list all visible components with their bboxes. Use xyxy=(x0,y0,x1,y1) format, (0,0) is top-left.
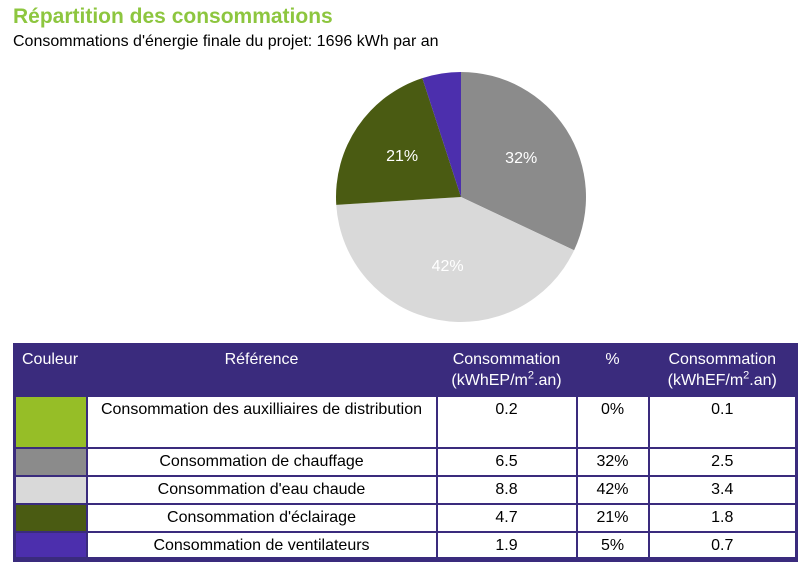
row-percent: 0% xyxy=(575,394,650,449)
col-header-couleur-label: Couleur xyxy=(22,351,79,368)
row-percent: 32% xyxy=(575,446,650,477)
header-row: Couleur Référence Consommation (kWhEP/m2… xyxy=(13,343,798,397)
col-header-reference-label: Référence xyxy=(224,351,299,368)
col-header-percent-label: % xyxy=(605,351,620,368)
consumption-table-body: Consommation des auxilliaires de distrib… xyxy=(13,394,798,561)
row-reference: Consommation de chauffage xyxy=(85,446,438,477)
pie-slice-1 xyxy=(461,72,586,251)
col-header-consumption-ep-label: Consommation xyxy=(452,351,561,368)
row-consumption-ef: 0.1 xyxy=(647,394,798,449)
row-percent: 5% xyxy=(575,530,650,561)
consumption-table: Couleur Référence Consommation (kWhEP/m2… xyxy=(13,343,798,562)
row-consumption-ef: 2.5 xyxy=(647,446,798,477)
col-header-percent: % xyxy=(575,343,650,397)
row-percent: 42% xyxy=(575,474,650,505)
row-consumption-ep: 0.2 xyxy=(435,394,578,449)
consumption-table-header: Couleur Référence Consommation (kWhEP/m2… xyxy=(13,343,798,397)
pie-label-1: 32% xyxy=(505,150,537,167)
row-consumption-ep: 6.5 xyxy=(435,446,578,477)
page-title: Répartition des consommations xyxy=(13,5,333,28)
row-consumption-ef: 0.7 xyxy=(647,530,798,561)
color-swatch xyxy=(13,394,88,449)
table-row: Consommation d'éclairage 4.7 21% 1.8 xyxy=(13,502,798,533)
pie-label-2: 42% xyxy=(432,258,464,275)
pie-slice-4 xyxy=(422,72,461,197)
col-header-reference: Référence xyxy=(85,343,438,397)
page-subtitle: Consommations d'énergie finale du projet… xyxy=(13,33,439,50)
col-header-consumption-ef-label: Consommation xyxy=(668,351,777,368)
col-header-consumption-ep-unit: (kWhEP/m2.an) xyxy=(451,369,562,389)
row-consumption-ep: 4.7 xyxy=(435,502,578,533)
col-header-consumption-ef: Consommation (kWhEF/m2.an) xyxy=(647,343,798,397)
row-reference: Consommation des auxilliaires de distrib… xyxy=(85,394,438,449)
row-reference: Consommation de ventilateurs xyxy=(85,530,438,561)
color-swatch xyxy=(13,502,88,533)
pie-chart-container: 32% 42% 21% xyxy=(335,71,587,323)
pie-slice-2 xyxy=(336,197,575,322)
row-consumption-ef: 3.4 xyxy=(647,474,798,505)
col-header-consumption-ef-unit: (kWhEF/m2.an) xyxy=(667,369,777,389)
col-header-couleur: Couleur xyxy=(13,343,88,397)
color-swatch xyxy=(13,530,88,561)
table-row: Consommation de chauffage 6.5 32% 2.5 xyxy=(13,446,798,477)
table-row: Consommation d'eau chaude 8.8 42% 3.4 xyxy=(13,474,798,505)
col-header-consumption-ep: Consommation (kWhEP/m2.an) xyxy=(435,343,578,397)
row-reference: Consommation d'eau chaude xyxy=(85,474,438,505)
table-row: Consommation de ventilateurs 1.9 5% 0.7 xyxy=(13,530,798,561)
row-reference: Consommation d'éclairage xyxy=(85,502,438,533)
pie-slice-3 xyxy=(336,78,461,205)
row-percent: 21% xyxy=(575,502,650,533)
pie-chart: 32% 42% 21% xyxy=(336,72,586,322)
color-swatch xyxy=(13,474,88,505)
pie-label-3: 21% xyxy=(386,148,418,165)
table-row: Consommation des auxilliaires de distrib… xyxy=(13,394,798,449)
row-consumption-ep: 8.8 xyxy=(435,474,578,505)
row-consumption-ep: 1.9 xyxy=(435,530,578,561)
row-consumption-ef: 1.8 xyxy=(647,502,798,533)
color-swatch xyxy=(13,446,88,477)
